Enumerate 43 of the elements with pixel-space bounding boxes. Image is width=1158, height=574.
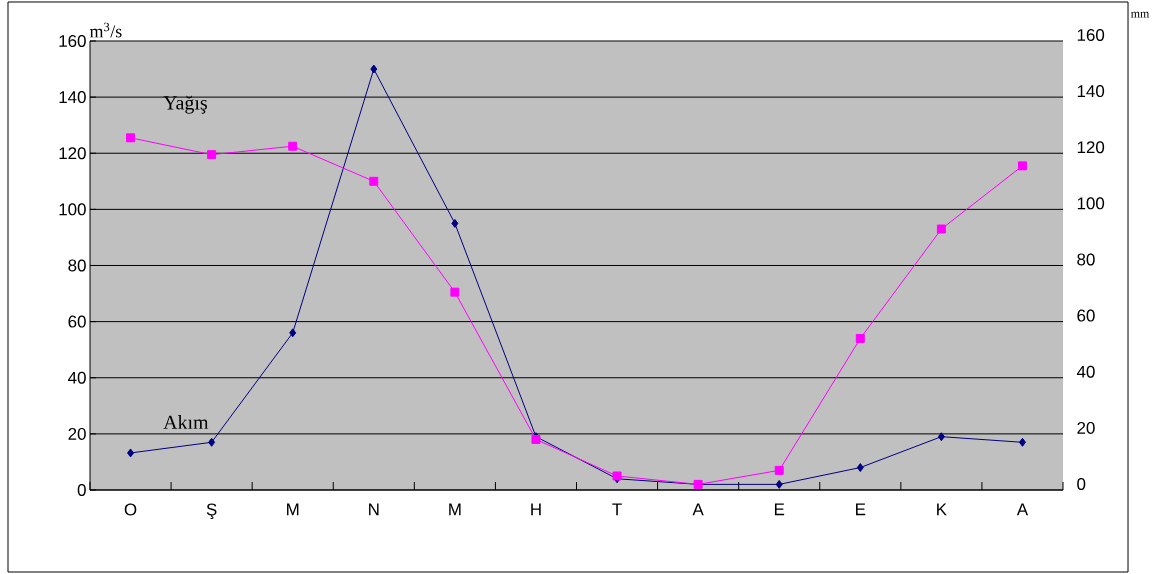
x-tick-label: M [449, 503, 461, 516]
point [775, 479, 783, 489]
x-tick-label: E [856, 503, 866, 516]
y2-tick-label: 60 [1077, 309, 1095, 322]
x-tick-label: H [531, 503, 541, 516]
series-label: Yağış [163, 95, 207, 114]
point [208, 437, 216, 447]
x-tick-label: K [937, 503, 947, 516]
y2-tick-label: 20 [1077, 421, 1095, 434]
y2-axis-title: mm [1130, 11, 1150, 18]
x-tick-label: M [287, 503, 299, 516]
y2-tick-label: 80 [1077, 253, 1095, 266]
x-tick-label: Ş [206, 503, 217, 519]
y-tick-label: 100 [59, 203, 86, 216]
point [451, 218, 459, 228]
series-label: Akım [163, 415, 209, 429]
y-tick-label: 80 [68, 259, 86, 272]
point [370, 64, 378, 74]
y2-tick-label: 160 [1077, 29, 1105, 41]
y-tick-label: 140 [59, 91, 86, 104]
x-tick-label: N [369, 503, 379, 516]
y-tick-label: 40 [68, 371, 86, 384]
x-tick-label: T [612, 503, 622, 516]
y2-tick-label: 100 [1077, 197, 1105, 210]
point [1018, 437, 1026, 447]
y2-tick-label: 0 [1077, 478, 1086, 490]
point [127, 448, 135, 458]
y-axis-title: m$^{3}$/s [89, 22, 122, 38]
y-tick-label: 120 [59, 147, 86, 160]
y-tick-label: 160 [59, 35, 86, 47]
point [856, 463, 864, 473]
y2-tick-label: 120 [1077, 141, 1105, 154]
y-tick-label: 20 [68, 427, 86, 440]
y2-tick-label: 40 [1076, 365, 1095, 378]
y2-tick-label: 140 [1077, 85, 1105, 98]
point [289, 328, 297, 338]
point [937, 432, 945, 442]
x-tick-label: O [124, 503, 137, 516]
x-tick-label: E [774, 503, 785, 516]
y-tick-label: 60 [68, 315, 86, 328]
y-tick-label: 0 [77, 484, 86, 496]
x-tick-label: A [1016, 503, 1029, 516]
x-tick-label: A [692, 503, 704, 516]
